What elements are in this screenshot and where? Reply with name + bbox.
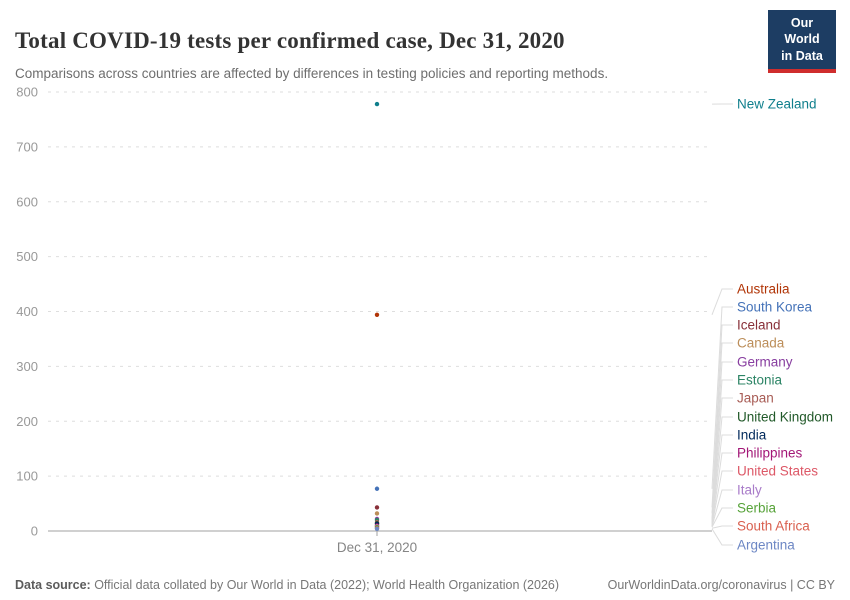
country-label-serbia[interactable]: Serbia [737, 501, 777, 516]
data-point-canada[interactable] [374, 511, 380, 516]
label-connector-philippines [711, 452, 733, 526]
label-connector-australia [711, 288, 733, 315]
country-label-new-zealand[interactable]: New Zealand [737, 97, 817, 112]
label-connector-estonia [711, 379, 733, 521]
country-label-iceland[interactable]: Iceland [737, 318, 781, 333]
page-title: Total COVID-19 tests per confirmed case,… [15, 28, 565, 54]
country-label-south-africa[interactable]: South Africa [737, 519, 810, 534]
country-label-australia[interactable]: Australia [737, 282, 790, 297]
y-tick-label-100: 100 [16, 469, 38, 484]
country-label-canada[interactable]: Canada [737, 336, 785, 351]
owid-logo-line1: Our World [784, 16, 820, 47]
y-tick-label-200: 200 [16, 414, 38, 429]
country-label-italy[interactable]: Italy [737, 483, 762, 498]
label-connector-united-states [711, 470, 733, 527]
data-source-text: Official data collated by Our World in D… [90, 578, 560, 592]
owid-logo-line2: in Data [781, 48, 823, 63]
country-label-united-kingdom[interactable]: United Kingdom [737, 410, 833, 425]
country-label-united-states[interactable]: United States [737, 464, 818, 479]
y-tick-label-300: 300 [16, 359, 38, 374]
data-point-australia[interactable] [374, 312, 380, 317]
country-label-estonia[interactable]: Estonia [737, 373, 783, 388]
chart-subtitle: Comparisons across countries are affecte… [15, 65, 609, 81]
label-connector-canada [711, 342, 733, 514]
x-tick-label: Dec 31, 2020 [337, 540, 417, 555]
country-label-philippines[interactable]: Philippines [737, 446, 803, 461]
y-tick-label-400: 400 [16, 304, 38, 319]
owid-logo[interactable]: Our World in Data [768, 10, 836, 73]
country-label-argentina[interactable]: Argentina [737, 538, 795, 553]
label-connector-south-africa [711, 525, 733, 529]
label-connector-india [711, 434, 733, 524]
owid-logo-text: Our World in Data [768, 10, 836, 69]
country-label-japan[interactable]: Japan [737, 391, 774, 406]
label-connector-argentina [711, 528, 733, 546]
label-connector-serbia [711, 507, 733, 528]
label-connector-united-kingdom [711, 416, 733, 524]
license-link[interactable]: OurWorldinData.org/coronavirus | CC BY [607, 578, 835, 592]
country-label-south-korea[interactable]: South Korea [737, 300, 813, 315]
owid-logo-red-bar [768, 68, 836, 73]
y-tick-label-500: 500 [16, 249, 38, 264]
y-tick-label-700: 700 [16, 139, 38, 154]
label-connector-iceland [711, 324, 733, 508]
y-tick-label-800: 800 [16, 85, 38, 100]
y-tick-label-600: 600 [16, 194, 38, 209]
label-connector-south-korea [711, 306, 733, 489]
data-point-new-zealand[interactable] [374, 101, 380, 107]
country-label-india[interactable]: India [737, 428, 767, 443]
y-tick-label-0: 0 [31, 524, 38, 539]
label-connector-italy [711, 489, 733, 527]
data-source-note: Data source: Official data collated by O… [15, 578, 635, 592]
label-connector-japan [711, 397, 733, 523]
country-label-germany[interactable]: Germany [737, 355, 793, 370]
data-point-iceland[interactable] [374, 505, 380, 510]
data-point-south-korea[interactable] [374, 486, 380, 491]
data-source-label: Data source: [15, 578, 91, 592]
data-point-argentina[interactable] [374, 526, 380, 532]
